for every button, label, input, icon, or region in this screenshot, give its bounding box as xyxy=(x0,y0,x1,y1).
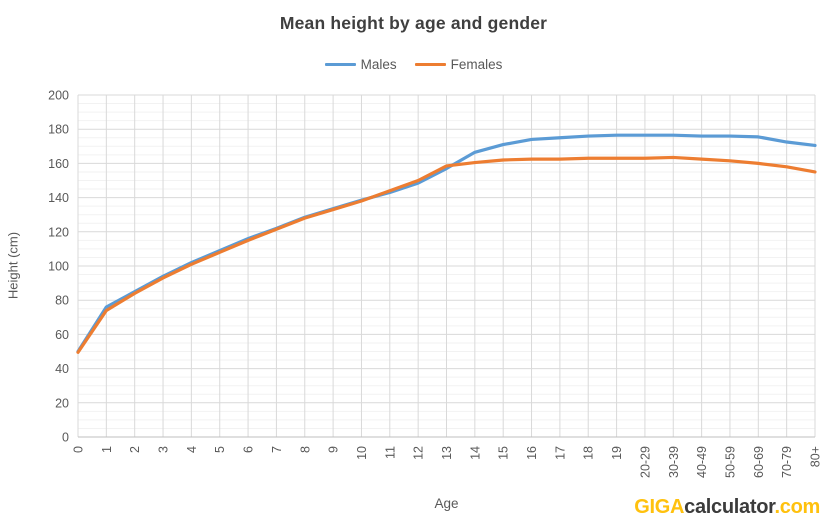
x-tick-label: 2 xyxy=(128,446,142,453)
x-tick-label: 50-59 xyxy=(723,446,737,478)
legend-label-males: Males xyxy=(360,57,397,72)
x-tick-label: 19 xyxy=(610,446,624,460)
chart-legend: Males Females xyxy=(0,57,827,72)
logo-calculator-text: calculator xyxy=(684,496,775,518)
x-tick-label: 8 xyxy=(298,446,312,453)
y-tick-label: 180 xyxy=(48,123,69,137)
y-tick-label: 200 xyxy=(48,89,69,103)
x-tick-label: 70-79 xyxy=(780,446,794,478)
x-tick-label: 11 xyxy=(383,446,397,459)
y-tick-label: 20 xyxy=(55,396,69,410)
x-tick-label: 4 xyxy=(185,446,199,453)
x-tick-label: 18 xyxy=(582,446,596,460)
y-tick-label: 140 xyxy=(48,191,69,205)
legend-entry-females: Females xyxy=(414,57,503,72)
logo-giga-text: GIGA xyxy=(634,496,685,518)
females-line-swatch xyxy=(414,63,446,66)
legend-entry-males: Males xyxy=(324,57,397,72)
x-tick-label: 3 xyxy=(157,446,171,453)
x-axis-title: Age xyxy=(434,496,459,511)
x-tick-label: 1 xyxy=(100,446,114,453)
y-tick-label: 40 xyxy=(55,362,69,376)
x-tick-label: 60-69 xyxy=(752,446,766,478)
x-tick-label: 0 xyxy=(72,446,86,453)
y-tick-label: 60 xyxy=(55,328,69,342)
x-tick-label: 17 xyxy=(553,446,567,460)
x-tick-label: 6 xyxy=(242,446,256,453)
x-tick-label: 30-39 xyxy=(667,446,681,478)
y-axis-title: Height (cm) xyxy=(5,231,21,300)
legend-label-females: Females xyxy=(450,57,503,72)
x-tick-label: 40-49 xyxy=(695,446,709,478)
x-tick-label: 13 xyxy=(440,446,454,460)
x-tick-label: 15 xyxy=(497,446,511,460)
y-tick-label: 80 xyxy=(55,294,69,308)
x-tick-label: 16 xyxy=(525,446,539,460)
chart-title: Mean height by age and gender xyxy=(279,13,548,33)
x-tick-label: 10 xyxy=(355,446,369,460)
x-tick-label: 9 xyxy=(327,446,341,453)
gigacalculator-logo[interactable]: GIGAcalculator.com xyxy=(634,496,820,519)
x-tick-label: 80+ xyxy=(809,446,823,467)
y-tick-label: 0 xyxy=(62,431,69,445)
y-tick-label: 100 xyxy=(48,260,69,274)
x-tick-label: 20-29 xyxy=(638,446,652,478)
y-tick-label: 120 xyxy=(48,225,69,239)
y-tick-label: 160 xyxy=(48,157,69,171)
x-tick-label: 14 xyxy=(468,446,482,460)
x-tick-label: 5 xyxy=(213,446,227,453)
males-line-swatch xyxy=(324,63,356,66)
x-tick-label: 12 xyxy=(412,446,426,460)
females-line xyxy=(76,155,817,354)
logo-dotcom-text: .com xyxy=(774,496,821,518)
x-tick-label: 7 xyxy=(270,446,284,453)
